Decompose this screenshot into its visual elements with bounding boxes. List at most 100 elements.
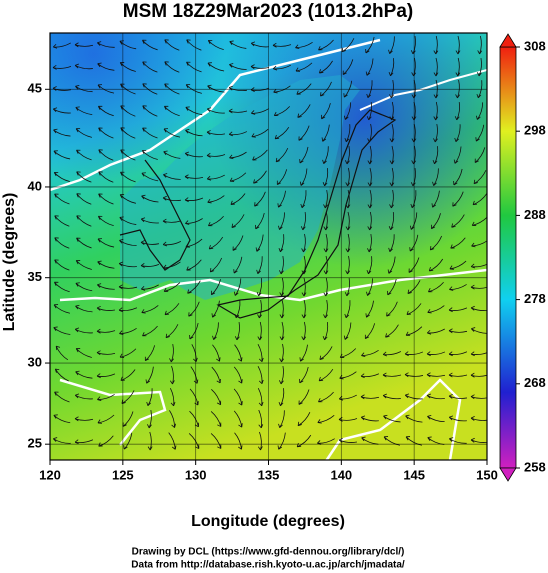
- streamline: [76, 215, 92, 227]
- credit: Data from http://database.rish.kyoto-u.a…: [131, 560, 405, 571]
- streamline: [279, 299, 285, 319]
- streamline: [75, 282, 93, 292]
- streamline: [433, 35, 439, 55]
- streamline: [170, 387, 176, 407]
- streamline: [323, 255, 329, 275]
- y-tick-label: 35: [28, 269, 42, 284]
- streamline: [428, 281, 444, 293]
- streamline: [300, 190, 307, 209]
- streamline: [470, 263, 487, 269]
- streamline: [53, 171, 70, 182]
- streamline: [477, 35, 483, 55]
- streamline: [168, 432, 177, 450]
- streamline: [322, 322, 329, 341]
- streamline: [233, 256, 243, 274]
- streamline: [231, 214, 245, 229]
- streamline: [431, 190, 440, 208]
- streamline: [257, 321, 263, 341]
- streamline: [52, 107, 71, 114]
- x-axis-label: Longitude (degrees): [191, 513, 345, 530]
- streamline: [448, 415, 467, 422]
- streamline: [279, 343, 285, 363]
- streamline: [344, 124, 351, 143]
- streamline: [163, 173, 181, 180]
- streamline: [299, 344, 308, 362]
- streamline: [234, 300, 241, 319]
- streamline: [140, 263, 160, 268]
- streamline: [296, 83, 312, 95]
- streamline: [279, 321, 285, 341]
- streamline: [212, 344, 221, 362]
- streamline: [383, 414, 401, 423]
- streamline: [207, 84, 225, 93]
- streamline: [426, 328, 445, 335]
- streamline: [449, 284, 467, 291]
- streamline: [211, 300, 220, 318]
- streamline: [475, 124, 485, 142]
- streamline: [252, 149, 268, 161]
- streamline: [256, 256, 263, 275]
- streamline: [279, 255, 284, 275]
- streamline: [367, 233, 372, 253]
- streamline: [233, 366, 243, 384]
- streamline: [470, 351, 487, 357]
- streamline: [360, 415, 379, 422]
- streamline: [408, 257, 420, 273]
- streamline: [169, 343, 174, 363]
- streamline: [344, 278, 350, 297]
- streamline: [299, 168, 308, 186]
- streamline: [323, 277, 329, 297]
- streamline: [452, 191, 464, 207]
- streamline: [141, 150, 158, 160]
- streamline: [470, 372, 487, 378]
- streamline: [211, 366, 221, 384]
- streamline: [96, 305, 116, 311]
- streamline: [258, 409, 264, 429]
- streamline: [433, 123, 438, 143]
- y-tick-label: 45: [28, 81, 42, 96]
- streamline: [453, 146, 462, 164]
- streamline: [382, 372, 402, 378]
- streamline: [164, 303, 180, 316]
- streamline: [298, 125, 310, 141]
- streamline: [207, 62, 225, 72]
- y-tick-label: 30: [28, 354, 42, 369]
- streamline: [366, 256, 373, 275]
- streamline: [98, 149, 114, 161]
- streamline: [344, 102, 352, 120]
- streamline: [388, 58, 395, 77]
- streamline: [186, 39, 202, 51]
- streamline: [470, 394, 487, 400]
- streamline: [275, 147, 289, 163]
- y-tick-label: 40: [28, 178, 42, 193]
- streamline: [140, 217, 159, 224]
- x-tick-label: 145: [403, 467, 425, 482]
- streamline: [322, 168, 329, 187]
- x-tick-label: 120: [39, 467, 61, 482]
- streamline: [319, 60, 333, 74]
- streamline: [470, 305, 487, 311]
- streamline: [53, 128, 71, 137]
- streamline: [367, 211, 373, 231]
- streamline: [323, 299, 328, 319]
- streamline: [76, 171, 92, 183]
- streamline: [75, 260, 92, 270]
- streamline: [405, 414, 423, 423]
- streamline: [343, 322, 352, 340]
- streamline: [389, 167, 395, 187]
- streamline: [254, 191, 266, 207]
- streamline: [250, 41, 269, 48]
- colorbar-label: 268: [524, 375, 546, 390]
- streamline: [345, 211, 351, 231]
- streamline: [277, 190, 286, 208]
- streamline: [470, 284, 487, 290]
- streamline: [55, 345, 69, 361]
- streamline: [185, 84, 202, 94]
- streamline: [364, 323, 376, 340]
- streamline: [163, 282, 181, 292]
- streamline: [322, 146, 329, 164]
- streamline: [163, 128, 181, 138]
- streamline: [404, 393, 423, 400]
- streamline: [276, 169, 288, 186]
- streamline: [164, 39, 180, 51]
